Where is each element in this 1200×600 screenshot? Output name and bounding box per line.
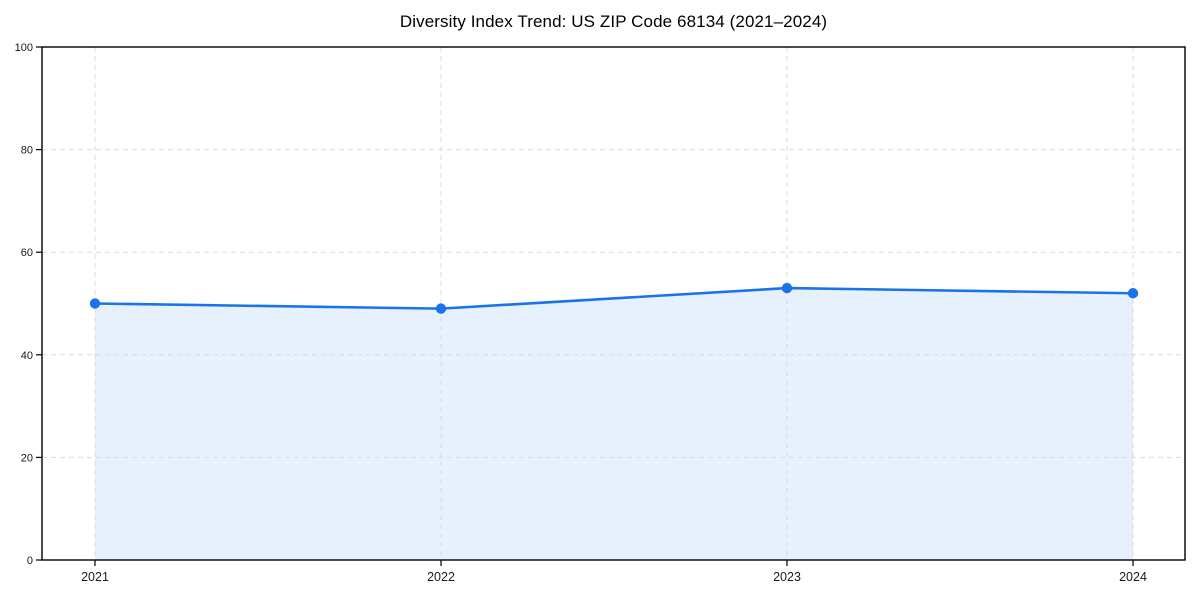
x-tick-label: 2023 — [773, 570, 801, 584]
data-point — [89, 298, 101, 309]
data-point — [1127, 288, 1139, 299]
y-tick-label: 60 — [21, 247, 33, 259]
plot-border — [41, 46, 1186, 561]
area-fill — [95, 288, 1133, 560]
y-tick-label: 80 — [21, 145, 33, 157]
y-tick-label: 20 — [21, 452, 33, 464]
trend-line — [93, 286, 1135, 310]
y-tick-label: 40 — [21, 350, 33, 362]
x-tick-label: 2022 — [427, 570, 455, 584]
y-tick-label: 0 — [27, 555, 33, 567]
data-point — [781, 282, 793, 294]
chart-title: Diversity Index Trend: US ZIP Code 68134… — [399, 12, 828, 31]
x-tick-label: 2021 — [81, 570, 109, 584]
x-tick-label: 2024 — [1119, 570, 1147, 584]
y-tick-label: 100 — [15, 42, 33, 54]
data-point — [435, 303, 447, 314]
